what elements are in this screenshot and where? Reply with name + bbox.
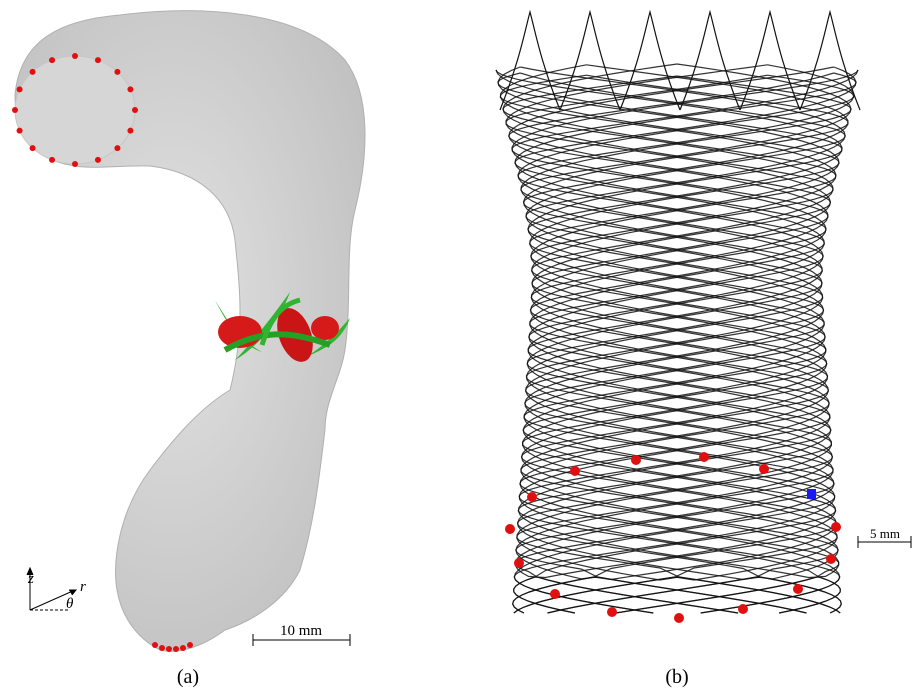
leaflet — [311, 316, 339, 340]
panel-b: 5 mm (b) — [496, 12, 911, 688]
axis-label: r — [80, 579, 86, 595]
stent — [496, 12, 860, 613]
marker — [30, 145, 36, 151]
axis-label: θ — [66, 596, 74, 612]
stent-crown — [740, 12, 800, 110]
marker — [95, 157, 101, 163]
marker — [17, 86, 23, 92]
reference-marker — [807, 489, 816, 499]
marker — [12, 107, 18, 113]
scale-bar-label: 5 mm — [870, 526, 900, 541]
marker — [72, 161, 78, 167]
figure: z r θ 10 mm (a) 5 mm (b) — [0, 0, 917, 693]
panel-label: (b) — [665, 666, 688, 688]
marker — [132, 107, 138, 113]
marker — [127, 128, 133, 134]
marker — [17, 128, 23, 134]
marker — [127, 86, 133, 92]
marker — [114, 145, 120, 151]
scale-bar-label: 10 mm — [280, 623, 322, 639]
marker — [49, 57, 55, 63]
marker — [114, 69, 120, 75]
panel-a: z r θ 10 mm (a) — [12, 11, 365, 688]
marker — [49, 157, 55, 163]
marker — [95, 57, 101, 63]
marker — [72, 53, 78, 59]
axis-label: z — [27, 571, 34, 587]
panel-label: (a) — [177, 666, 199, 688]
marker — [30, 69, 36, 75]
